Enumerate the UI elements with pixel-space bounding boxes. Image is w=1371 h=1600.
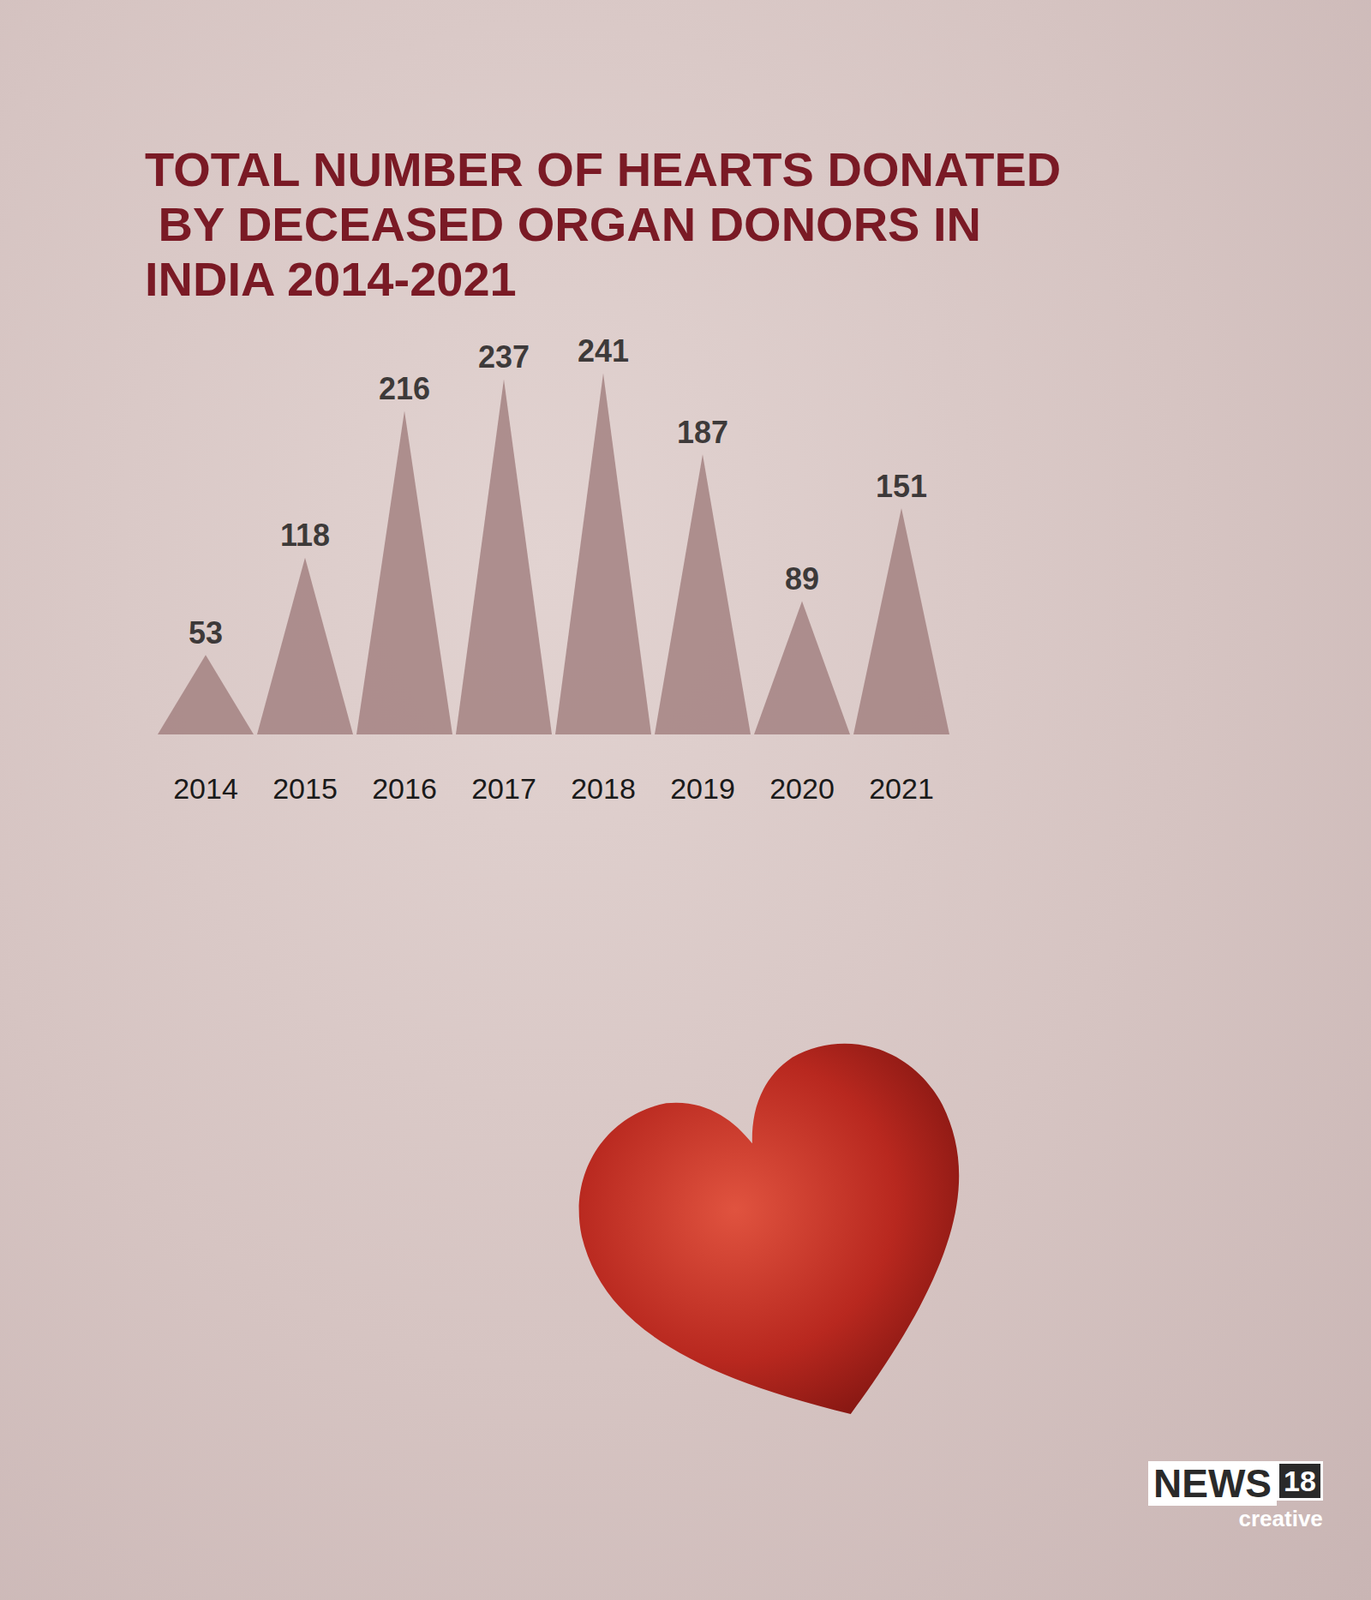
svg-text:TOTAL NUMBER OF HEARTS DONATED: TOTAL NUMBER OF HEARTS DONATED	[144, 142, 1061, 197]
svg-text:BY DECEASED ORGAN DONORS IN: BY DECEASED ORGAN DONORS IN	[144, 197, 995, 252]
svg-text:53: 53	[188, 615, 223, 651]
html-text:creative: creative	[1238, 1505, 1323, 1532]
svg-text:2018: 2018	[570, 772, 636, 805]
html-text:NEWS 18: NEWS 18	[1153, 1460, 1316, 1506]
svg-text:2014: 2014	[173, 772, 239, 805]
svg-text:151: 151	[875, 468, 928, 504]
svg-text:118: 118	[280, 517, 330, 553]
svg-text:216: 216	[378, 371, 431, 407]
svg-text:2016: 2016	[371, 772, 438, 805]
svg-text:2020: 2020	[769, 772, 835, 805]
svg-text:241: 241	[577, 333, 629, 369]
svg-text:2017: 2017	[471, 772, 537, 805]
svg-text:INDIA 2014-2021: INDIA 2014-2021	[144, 251, 517, 306]
svg-text:187: 187	[676, 414, 729, 450]
svg-text:2015: 2015	[272, 772, 338, 805]
svg-text:2019: 2019	[670, 772, 736, 805]
svg-text:2021: 2021	[868, 772, 934, 805]
svg-text:237: 237	[478, 339, 530, 375]
svg-text:89: 89	[784, 561, 820, 597]
